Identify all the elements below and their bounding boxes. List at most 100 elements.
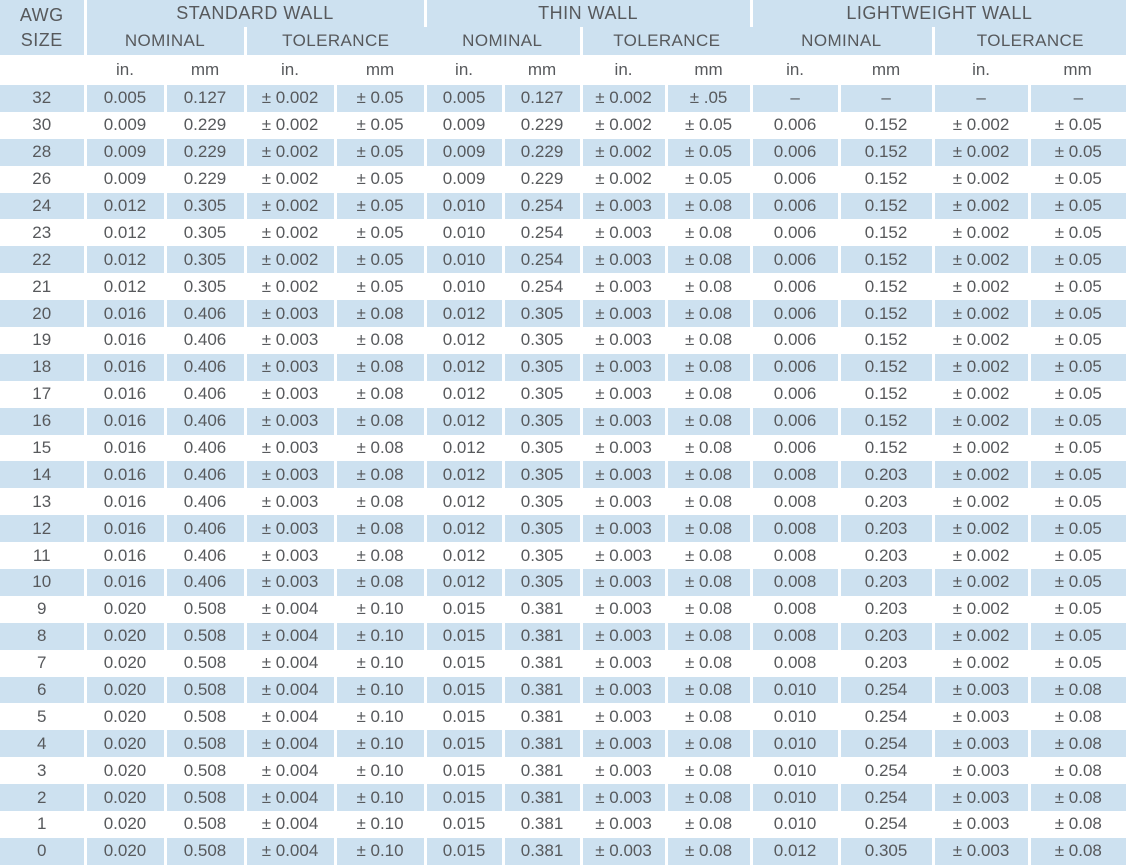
- value-cell: 0.012: [423, 380, 504, 408]
- value-cell: 0.006: [749, 192, 840, 220]
- value-cell: ± 0.10: [333, 703, 426, 731]
- value-cell: 0.406: [163, 569, 245, 596]
- value-cell: ± 0.05: [1027, 515, 1126, 543]
- value-cell: ± 0.003: [243, 461, 335, 489]
- value-cell: ± 0.003: [931, 811, 1030, 838]
- awg-cell: 16: [0, 407, 87, 435]
- unit-label-mm: mm: [335, 55, 426, 85]
- table-row: 22 0.012 0.305 ± 0.002 ± 0.05 0.010 0.25…: [0, 246, 1126, 274]
- value-cell: 0.305: [501, 461, 582, 489]
- value-cell: ± 0.003: [243, 380, 335, 408]
- value-cell: ± 0.003: [579, 488, 667, 516]
- value-cell: 0.254: [837, 676, 934, 704]
- value-cell: 0.009: [423, 111, 504, 139]
- value-cell: 0.010: [423, 219, 504, 247]
- table-row: 17 0.016 0.406 ± 0.003 ± 0.08 0.012 0.30…: [0, 380, 1126, 408]
- value-cell: ± 0.05: [333, 273, 426, 301]
- value-cell: ± 0.003: [579, 273, 667, 301]
- awg-size-header: AWG SIZE: [0, 0, 87, 55]
- value-cell: 0.254: [837, 703, 934, 731]
- value-cell: 0.152: [837, 111, 934, 139]
- value-cell: ± 0.08: [333, 515, 426, 543]
- value-cell: 0.305: [501, 515, 582, 543]
- value-cell: 0.406: [163, 542, 245, 570]
- value-cell: ± 0.08: [664, 300, 752, 328]
- value-cell: 0.254: [837, 784, 934, 812]
- value-cell: ± 0.003: [579, 837, 667, 865]
- value-cell: 0.012: [83, 246, 165, 274]
- value-cell: 0.381: [501, 730, 582, 758]
- value-cell: ± 0.08: [664, 380, 752, 408]
- value-cell: 0.006: [749, 300, 840, 328]
- value-cell: 0.508: [163, 622, 245, 650]
- value-cell: 0.015: [423, 703, 504, 731]
- value-cell: 0.009: [423, 165, 504, 193]
- value-cell: ± 0.05: [333, 138, 426, 166]
- value-cell: 0.020: [83, 837, 165, 865]
- value-cell: 0.005: [423, 85, 504, 112]
- table-row: 28 0.009 0.229 ± 0.002 ± 0.05 0.009 0.22…: [0, 138, 1126, 166]
- value-cell: 0.508: [163, 649, 245, 677]
- value-cell: ± 0.08: [664, 488, 752, 516]
- value-cell: 0.152: [837, 165, 934, 193]
- value-cell: ± 0.05: [333, 219, 426, 247]
- value-cell: 0.006: [749, 380, 840, 408]
- table-row: 1 0.020 0.508 ± 0.004 ± 0.10 0.015 0.381…: [0, 811, 1126, 838]
- table-row: 26 0.009 0.229 ± 0.002 ± 0.05 0.009 0.22…: [0, 165, 1126, 193]
- value-cell: ± 0.002: [931, 219, 1030, 247]
- value-cell: ± 0.002: [931, 542, 1030, 570]
- value-cell: 0.381: [501, 649, 582, 677]
- value-cell: 0.406: [163, 461, 245, 489]
- table-row: 18 0.016 0.406 ± 0.003 ± 0.08 0.012 0.30…: [0, 353, 1126, 381]
- value-cell: ± 0.08: [664, 461, 752, 489]
- value-cell: ± 0.002: [243, 138, 335, 166]
- value-cell: ± 0.002: [931, 461, 1030, 489]
- value-cell: 0.305: [501, 353, 582, 381]
- table-row: 16 0.016 0.406 ± 0.003 ± 0.08 0.012 0.30…: [0, 407, 1126, 435]
- value-cell: 0.009: [83, 111, 165, 139]
- value-cell: 0.406: [163, 380, 245, 408]
- value-cell: 0.008: [749, 488, 840, 516]
- value-cell: ± 0.002: [931, 246, 1030, 274]
- value-cell: ± 0.003: [579, 784, 667, 812]
- value-cell: ± 0.003: [931, 703, 1030, 731]
- table-row: 23 0.012 0.305 ± 0.002 ± 0.05 0.010 0.25…: [0, 219, 1126, 247]
- value-cell: ± 0.003: [931, 837, 1030, 865]
- value-cell: 0.016: [83, 542, 165, 570]
- value-cell: ± 0.08: [664, 757, 752, 785]
- table-row: 8 0.020 0.508 ± 0.004 ± 0.10 0.015 0.381…: [0, 622, 1126, 650]
- awg-cell: 22: [0, 246, 87, 274]
- value-cell: 0.012: [423, 515, 504, 543]
- awg-cell: 32: [0, 85, 87, 112]
- value-cell: 0.020: [83, 730, 165, 758]
- value-cell: ± 0.08: [664, 730, 752, 758]
- value-cell: 0.015: [423, 649, 504, 677]
- value-cell: 0.015: [423, 784, 504, 812]
- value-cell: ± 0.002: [931, 569, 1030, 596]
- value-cell: 0.305: [501, 488, 582, 516]
- value-cell: ± 0.004: [243, 676, 335, 704]
- value-cell: 0.010: [749, 730, 840, 758]
- value-cell: 0.381: [501, 622, 582, 650]
- subheader-standard-nominal: NOMINAL: [85, 27, 245, 55]
- value-cell: ± 0.08: [1027, 703, 1126, 731]
- value-cell: 0.012: [423, 542, 504, 570]
- value-cell: ± 0.05: [1027, 273, 1126, 301]
- table-row: 21 0.012 0.305 ± 0.002 ± 0.05 0.010 0.25…: [0, 273, 1126, 301]
- value-cell: 0.152: [837, 138, 934, 166]
- value-cell: 0.152: [837, 273, 934, 301]
- value-cell: 0.016: [83, 327, 165, 354]
- value-cell: 0.010: [749, 784, 840, 812]
- value-cell: 0.152: [837, 434, 934, 462]
- awg-cell: 7: [0, 649, 87, 677]
- table-row: 4 0.020 0.508 ± 0.004 ± 0.10 0.015 0.381…: [0, 730, 1126, 758]
- value-cell: ± 0.003: [579, 622, 667, 650]
- awg-cell: 14: [0, 461, 87, 489]
- value-cell: 0.305: [501, 434, 582, 462]
- value-cell: 0.305: [163, 273, 245, 301]
- value-cell: ± 0.08: [333, 461, 426, 489]
- value-cell: 0.012: [423, 488, 504, 516]
- value-cell: 0.006: [749, 353, 840, 381]
- value-cell: ± 0.05: [1027, 622, 1126, 650]
